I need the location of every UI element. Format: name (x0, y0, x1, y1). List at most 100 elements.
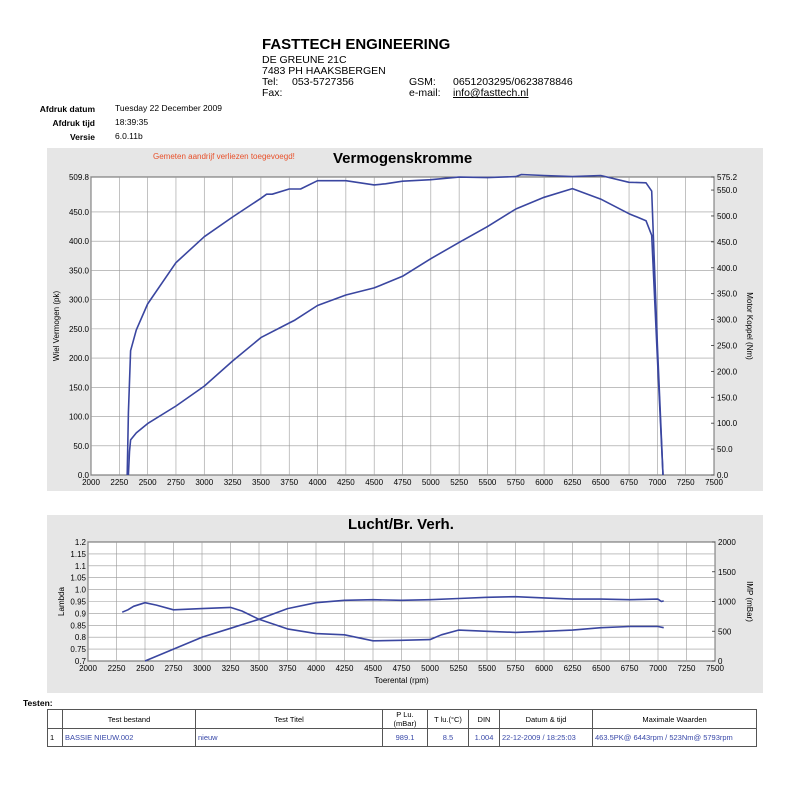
header-datetime: Datum & tijd (499, 709, 593, 729)
header-pressure: P Lu.(mBar) (382, 709, 428, 729)
header-max: Maximale Waarden (592, 709, 757, 729)
row-temperature: 8.5 (427, 728, 469, 747)
series-line-2 (127, 187, 664, 476)
x-tick-label: 2750 (165, 664, 183, 673)
print-date-value: Tuesday 22 December 2009 (115, 103, 222, 113)
x-tick-label: 6500 (592, 664, 610, 673)
y2-tick-label: 0 (718, 657, 723, 666)
x-tick-label: 3500 (252, 478, 270, 487)
y-tick-label: 100.0 (69, 413, 90, 422)
company-name: FASTTECH ENGINEERING (262, 36, 451, 53)
row-datetime: 22-12-2009 / 18:25:03 (499, 728, 593, 747)
y2-tick-label: 300.0 (717, 316, 738, 325)
y2-tick-label: 250.0 (717, 341, 738, 350)
gsm-value: 0651203295/0623878846 (453, 76, 573, 88)
fax-label: Fax: (262, 87, 283, 99)
series-line-1 (121, 601, 664, 642)
company-city: 7483 PH HAAKSBERGEN (262, 65, 386, 77)
y-tick-label: 450.0 (69, 208, 90, 217)
table-row[interactable]: 1 BASSIE NIEUW.002 nieuw 989.1 8.5 1.004… (47, 728, 757, 747)
x-tick-label: 4500 (364, 664, 382, 673)
x-tick-label: 5000 (422, 478, 440, 487)
y-tick-label: 350.0 (69, 266, 90, 275)
y2-tick-label: 1000 (718, 598, 736, 607)
header-num (47, 709, 63, 729)
x-tick-label: 2500 (136, 664, 154, 673)
y2-tick-label: 1500 (718, 568, 736, 577)
x-tick-label: 2000 (82, 478, 100, 487)
y-tick-label: 0.0 (78, 471, 90, 480)
x-tick-label: 2000 (79, 664, 97, 673)
y-tick-label: 0.75 (70, 645, 86, 654)
tests-table: Test bestand Test Titel P Lu.(mBar) T lu… (47, 709, 757, 747)
tests-title: Testen: (23, 698, 53, 708)
y-tick-label: 0.95 (70, 598, 86, 607)
y-tick-label: 50.0 (73, 442, 89, 451)
power-chart-title: Vermogenskromme (333, 150, 473, 167)
y2-axis-label: Motor Koppel (Nm) (745, 292, 754, 360)
y-axis-label: Wiel Vermogen (pk) (52, 291, 61, 362)
x-tick-label: 5000 (421, 664, 439, 673)
x-tick-label: 7250 (677, 478, 695, 487)
x-tick-label: 7000 (648, 478, 666, 487)
y-tick-label: 300.0 (69, 296, 90, 305)
x-tick-label: 6750 (620, 478, 638, 487)
x-tick-label: 2250 (108, 664, 126, 673)
y2-tick-label: 200.0 (717, 367, 738, 376)
print-date-label: Afdruk datum (39, 104, 95, 114)
y2-tick-label: 450.0 (717, 238, 738, 247)
x-tick-label: 7500 (706, 664, 724, 673)
x-tick-label: 3000 (193, 664, 211, 673)
y-tick-label: 0.8 (75, 633, 87, 642)
x-tick-label: 4750 (393, 664, 411, 673)
email-link[interactable]: info@fasttech.nl (453, 87, 529, 99)
table-header-row: Test bestand Test Titel P Lu.(mBar) T lu… (47, 709, 757, 729)
row-num: 1 (47, 728, 63, 747)
x-tick-label: 3250 (222, 664, 240, 673)
company-street: DE GREUNE 21C (262, 54, 347, 66)
x-axis-label: Toerental (rpm) (374, 676, 429, 685)
x-tick-label: 3750 (280, 478, 298, 487)
x-tick-label: 5250 (450, 664, 468, 673)
y2-tick-label: 2000 (718, 538, 736, 547)
tel-label: Tel: (262, 76, 279, 88)
row-din: 1.004 (468, 728, 500, 747)
x-tick-label: 5500 (478, 664, 496, 673)
x-tick-label: 5250 (450, 478, 468, 487)
lambda-chart: 2000 2250 2500 2750 3000 3250 3500 3750 4000 4250… (57, 538, 754, 685)
series-line-2 (144, 595, 664, 662)
x-tick-label: 6250 (564, 664, 582, 673)
y-axis-label: Lambda (57, 587, 66, 616)
version-label: Versie (69, 132, 95, 142)
header-din: DIN (468, 709, 500, 729)
y2-tick-label: 50.0 (717, 445, 733, 454)
x-tick-label: 5750 (507, 664, 525, 673)
y2-tick-label: 500 (718, 627, 732, 636)
y2-tick-label: 100.0 (717, 419, 738, 428)
x-tick-label: 4000 (307, 664, 325, 673)
y-tick-label: 200.0 (69, 354, 90, 363)
y-tick-label: 509.8 (69, 173, 90, 182)
x-tick-label: 4750 (394, 478, 412, 487)
x-tick-label: 5500 (479, 478, 497, 487)
version-value: 6.0.11b (115, 131, 143, 141)
header-temperature: T lu.(°C) (427, 709, 469, 729)
y2-tick-label: 150.0 (717, 393, 738, 402)
print-time-label: Afdruk tijd (52, 118, 96, 128)
x-axis-label: Toerental (rpm) (375, 490, 430, 491)
x-tick-label: 2500 (139, 478, 157, 487)
x-tick-label: 4250 (337, 478, 355, 487)
x-tick-label: 5750 (507, 478, 525, 487)
y-tick-label: 1.2 (75, 538, 87, 547)
row-title: nieuw (195, 728, 383, 747)
x-tick-label: 7000 (649, 664, 667, 673)
y-tick-label: 0.9 (75, 609, 87, 618)
x-tick-label: 6250 (564, 478, 582, 487)
series-line-1 (126, 173, 664, 476)
x-tick-label: 4000 (309, 478, 327, 487)
y2-tick-label: 550.0 (717, 186, 738, 195)
tel-value: 053-5727356 (292, 76, 354, 88)
x-tick-label: 4500 (365, 478, 383, 487)
row-max: 463.5PK@ 6443rpm / 523Nm@ 5793rpm (592, 728, 757, 747)
x-tick-label: 3500 (250, 664, 268, 673)
